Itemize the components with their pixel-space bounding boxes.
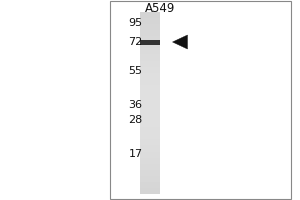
Text: 28: 28 bbox=[128, 115, 142, 125]
Text: A549: A549 bbox=[145, 1, 176, 15]
Bar bbox=[140, 30, 160, 36]
Bar bbox=[140, 48, 160, 54]
Bar bbox=[140, 158, 160, 164]
Bar bbox=[140, 188, 160, 194]
Polygon shape bbox=[172, 35, 188, 49]
Bar bbox=[140, 12, 160, 18]
Text: 17: 17 bbox=[128, 149, 142, 159]
Bar bbox=[140, 145, 160, 152]
Bar bbox=[140, 115, 160, 121]
Bar bbox=[140, 54, 160, 61]
Bar bbox=[140, 79, 160, 85]
Bar bbox=[140, 42, 160, 48]
Text: 36: 36 bbox=[128, 100, 142, 110]
Bar bbox=[140, 176, 160, 182]
Bar bbox=[140, 67, 160, 73]
Text: 55: 55 bbox=[128, 66, 142, 76]
Text: 72: 72 bbox=[128, 37, 142, 47]
Bar bbox=[140, 24, 160, 30]
Text: 95: 95 bbox=[128, 18, 142, 28]
Bar bbox=[140, 85, 160, 91]
Bar bbox=[140, 36, 160, 42]
Bar bbox=[140, 91, 160, 97]
Bar bbox=[140, 182, 160, 188]
Bar bbox=[140, 40, 160, 45]
Bar bbox=[140, 121, 160, 127]
Bar bbox=[140, 61, 160, 67]
Bar bbox=[140, 18, 160, 24]
Bar bbox=[140, 133, 160, 139]
Bar bbox=[140, 170, 160, 176]
Bar bbox=[140, 109, 160, 115]
Bar bbox=[140, 103, 160, 109]
Bar bbox=[140, 152, 160, 158]
Bar bbox=[140, 97, 160, 103]
Bar bbox=[140, 73, 160, 79]
Bar bbox=[110, 1, 291, 199]
Bar bbox=[140, 164, 160, 170]
Bar bbox=[140, 127, 160, 133]
Bar bbox=[140, 139, 160, 145]
